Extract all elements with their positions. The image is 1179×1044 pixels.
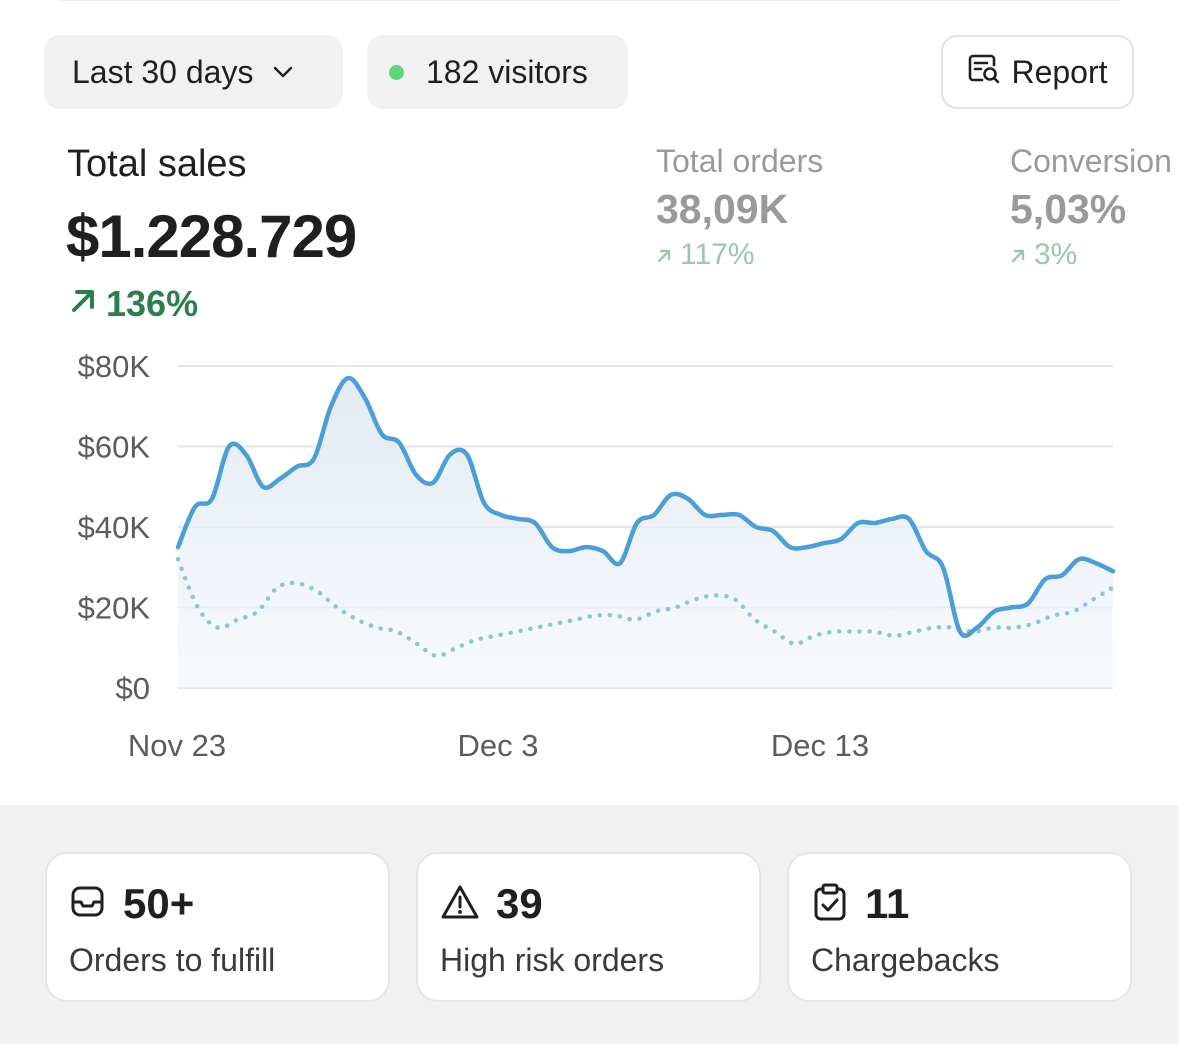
- y-tick-label: $40K: [78, 510, 151, 545]
- previous-period-line: [175, 556, 1116, 659]
- total-orders-change: 117%: [656, 238, 755, 272]
- chevron-down-icon: [271, 60, 295, 84]
- x-tick-label: Dec 13: [771, 728, 869, 763]
- warning-triangle-icon: [440, 883, 480, 926]
- total-sales-value: $1.228.729: [66, 203, 357, 270]
- y-tick-label: $0: [116, 671, 150, 706]
- clipboard-check-icon: [811, 882, 849, 927]
- card-label: Orders to fulfill: [69, 942, 276, 978]
- sales-area-fill: [178, 377, 1113, 688]
- date-range-label: Last 30 days: [72, 53, 254, 90]
- y-tick-label: $80K: [78, 349, 151, 384]
- arrow-up-right-icon: [656, 238, 672, 272]
- x-tick-label: Dec 3: [458, 728, 539, 763]
- current-period-line: [175, 375, 1116, 638]
- report-button[interactable]: Report: [941, 35, 1134, 109]
- conversion-label: Conversion: [1010, 143, 1172, 179]
- conversion-change-value: 3%: [1034, 238, 1078, 271]
- total-orders-label: Total orders: [656, 143, 824, 179]
- conversion-value: 5,03%: [1010, 186, 1127, 232]
- sales-chart: $80K $60K $40K $20K $0 Nov 23 Dec 3 Dec 13: [78, 349, 1116, 763]
- chargebacks-card[interactable]: 11 Chargebacks: [787, 852, 1132, 1002]
- total-orders-value: 38,09K: [656, 186, 789, 232]
- total-orders-change-value: 117%: [680, 238, 755, 271]
- card-value: 50+: [123, 880, 195, 927]
- card-label: Chargebacks: [811, 942, 1000, 978]
- top-divider: [60, 0, 1120, 1]
- live-status-dot: [389, 64, 404, 80]
- arrow-up-right-icon: [68, 283, 98, 325]
- card-value: 39: [496, 880, 543, 927]
- visitors-pill[interactable]: 182 visitors: [367, 35, 628, 109]
- arrow-up-right-icon: [1010, 238, 1026, 272]
- total-sales-change: 136%: [68, 283, 198, 325]
- report-search-icon: [967, 51, 1001, 93]
- y-tick-label: $20K: [78, 591, 151, 626]
- x-tick-label: Nov 23: [128, 728, 226, 763]
- card-label: High risk orders: [440, 942, 665, 978]
- card-value: 11: [865, 880, 910, 927]
- conversion-change: 3%: [1010, 238, 1077, 272]
- total-sales-label: Total sales: [67, 143, 247, 185]
- y-tick-label: $60K: [78, 430, 151, 465]
- report-label: Report: [1011, 53, 1108, 90]
- inbox-icon: [69, 883, 107, 926]
- total-sales-change-value: 136%: [106, 283, 199, 324]
- high-risk-orders-card[interactable]: 39 High risk orders: [416, 852, 761, 1002]
- visitors-count: 182 visitors: [426, 53, 588, 90]
- orders-to-fulfill-card[interactable]: 50+ Orders to fulfill: [45, 852, 390, 1002]
- date-range-dropdown[interactable]: Last 30 days: [44, 35, 343, 109]
